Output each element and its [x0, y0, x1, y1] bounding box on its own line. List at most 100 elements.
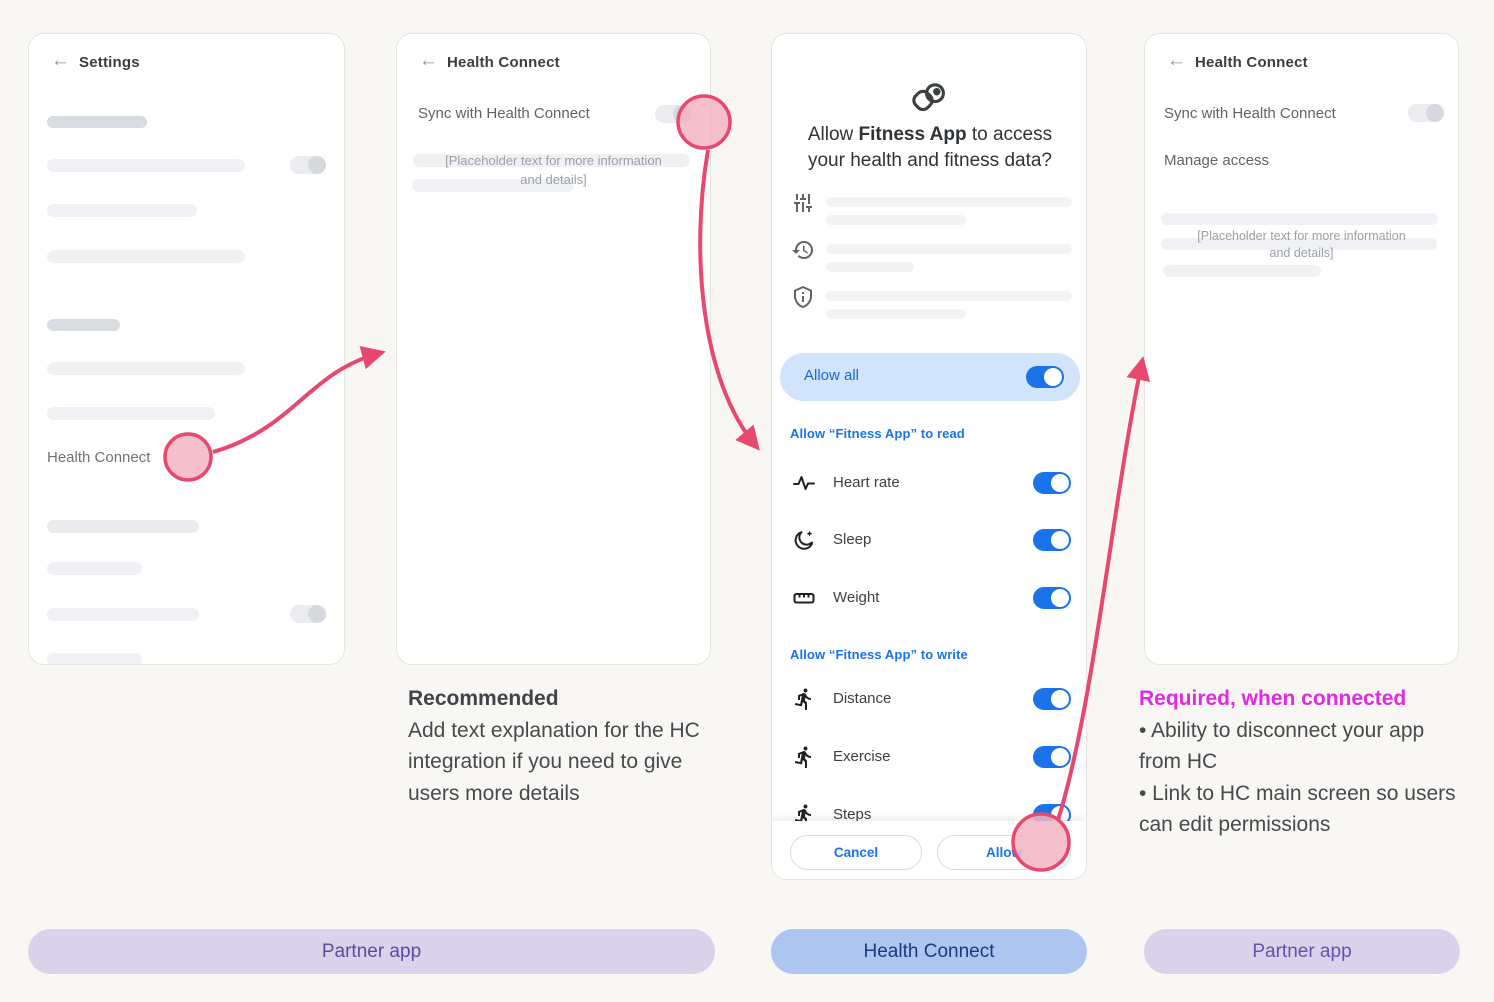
partner-health-connect-screen: ← Health Connect Sync with Health Connec…	[396, 33, 711, 665]
toggle-knob	[1426, 104, 1444, 122]
cancel-button[interactable]: Cancel	[790, 835, 922, 870]
back-arrow-icon[interactable]: ←	[419, 50, 438, 71]
setting-toggle[interactable]	[290, 156, 326, 174]
app-name: Fitness App	[858, 124, 967, 145]
annotation-bullet: • Ability to disconnect your app from HC	[1139, 718, 1425, 774]
permission-label: Exercise	[833, 748, 891, 765]
legend-partner-app-right: Partner app	[1144, 929, 1460, 974]
read-section-label: Allow “Fitness App” to read	[790, 426, 965, 441]
skeleton-bar	[1161, 213, 1438, 225]
skeleton-bar	[826, 291, 1072, 301]
permissions-screen: Allow Fitness App to access your health …	[771, 33, 1087, 880]
legend-partner-app-left: Partner app	[28, 929, 715, 974]
skeleton-bar	[47, 319, 120, 331]
skeleton-bar	[47, 159, 245, 172]
skeleton-bar	[826, 197, 1072, 207]
permission-row-weight: Weight	[790, 586, 1071, 610]
health-connect-logo-icon	[912, 83, 945, 112]
setting-toggle[interactable]	[290, 605, 326, 623]
partner-connected-screen: ← Health Connect Sync with Health Connec…	[1144, 33, 1459, 665]
skeleton-bar	[1161, 238, 1437, 250]
skeleton-bar	[1163, 265, 1321, 277]
sync-label: Sync with Health Connect	[1164, 105, 1336, 122]
history-icon	[792, 241, 813, 259]
skeleton-bar	[826, 244, 1072, 254]
runner-icon	[794, 746, 811, 768]
heart-rate-icon	[793, 476, 815, 490]
back-arrow-icon[interactable]: ←	[51, 50, 70, 71]
permission-label: Weight	[833, 589, 880, 606]
dialog-footer: Cancel Allow	[772, 821, 1086, 879]
skeleton-bar	[47, 250, 245, 263]
toggle-knob	[1051, 474, 1069, 492]
skeleton-bar	[47, 204, 197, 217]
settings-title: Settings	[79, 54, 140, 71]
annotation-required: Required, when connected • Ability to di…	[1139, 683, 1469, 841]
permission-toggle[interactable]	[1033, 587, 1071, 609]
sync-toggle[interactable]	[655, 105, 691, 123]
toggle-knob	[1051, 690, 1069, 708]
skeleton-bar	[826, 215, 966, 225]
runner-icon	[794, 688, 811, 710]
permission-row-distance: Distance	[790, 687, 1071, 711]
title-prefix: Allow	[807, 124, 859, 145]
back-arrow-icon[interactable]: ←	[1167, 50, 1186, 71]
allow-all-banner[interactable]: Allow all	[780, 353, 1080, 401]
toggle-knob	[1044, 368, 1062, 386]
skeleton-bar	[826, 309, 966, 319]
permission-label: Heart rate	[833, 474, 900, 491]
allow-all-label: Allow all	[804, 367, 860, 384]
tune-icon	[794, 194, 812, 212]
sync-label: Sync with Health Connect	[418, 105, 590, 122]
legend-label: Health Connect	[863, 940, 995, 962]
runner-icon	[794, 804, 811, 826]
permission-row-sleep: Sleep	[790, 528, 1071, 552]
permission-label: Steps	[833, 806, 872, 823]
health-connect-title: Health Connect	[447, 54, 560, 71]
title-suffix: to access your health and fitness data?	[807, 124, 1053, 171]
legend-health-connect: Health Connect	[771, 929, 1087, 974]
legend-label: Partner app	[321, 940, 422, 962]
permission-label: Distance	[833, 690, 892, 707]
legend-label: Partner app	[1252, 940, 1352, 962]
skeleton-bar	[47, 407, 215, 420]
skeleton-bar	[47, 653, 142, 664]
toggle-knob	[1051, 589, 1069, 607]
permission-row-exercise: Exercise	[790, 745, 1071, 769]
skeleton-bar	[47, 520, 199, 533]
allow-all-toggle[interactable]	[1026, 366, 1064, 388]
health-connect-title: Health Connect	[1195, 54, 1308, 71]
annotation-bullet: • Link to HC main screen so users can ed…	[1139, 781, 1456, 837]
placeholder-text: [Placeholder text for more information a…	[445, 153, 662, 187]
permission-toggle[interactable]	[1033, 746, 1071, 768]
skeleton-bar	[47, 562, 142, 575]
skeleton-bar	[826, 262, 914, 272]
placeholder-text: [Placeholder text for more information a…	[1197, 229, 1406, 260]
permission-toggle[interactable]	[1033, 688, 1071, 710]
skeleton-bar	[413, 154, 690, 167]
permission-title: Allow Fitness App to access your health …	[790, 122, 1070, 174]
skeleton-bar	[47, 116, 147, 128]
manage-access-link[interactable]: Manage access	[1164, 152, 1270, 169]
permission-row-heart-rate: Heart rate	[790, 471, 1071, 495]
allow-button[interactable]: Allow	[937, 835, 1071, 870]
annotation-recommended: Recommended Add text explanation for the…	[408, 683, 708, 809]
annotation-heading: Recommended	[408, 687, 559, 710]
weight-icon	[793, 593, 815, 604]
toggle-knob	[1051, 531, 1069, 549]
privacy-tip-icon	[794, 286, 812, 308]
toggle-knob	[308, 605, 326, 623]
sleep-icon	[794, 530, 813, 550]
permission-label: Sleep	[833, 531, 872, 548]
permission-toggle[interactable]	[1033, 529, 1071, 551]
skeleton-bar	[412, 179, 574, 192]
settings-item-health-connect[interactable]: Health Connect	[47, 449, 151, 466]
annotation-body: Add text explanation for the HC integrat…	[408, 718, 700, 805]
annotation-heading: Required, when connected	[1139, 687, 1407, 710]
toggle-knob	[308, 156, 326, 174]
skeleton-bar	[47, 362, 245, 375]
permission-toggle[interactable]	[1033, 472, 1071, 494]
skeleton-bar	[47, 608, 199, 621]
sync-toggle[interactable]	[1408, 104, 1444, 122]
toggle-knob	[673, 105, 691, 123]
